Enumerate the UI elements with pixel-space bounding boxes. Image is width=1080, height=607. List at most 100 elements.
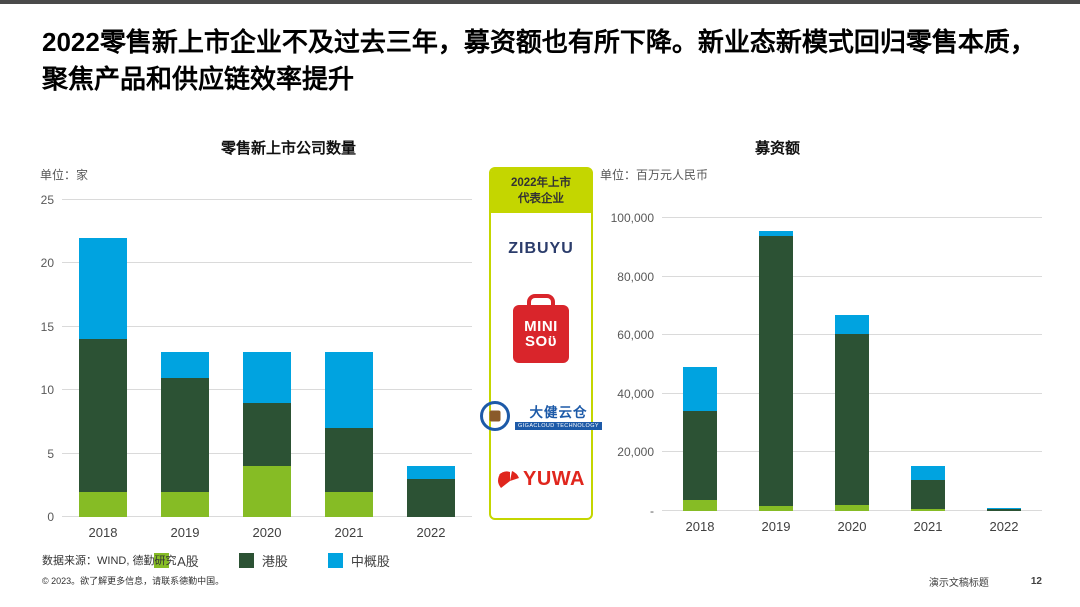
stacked-bar-2019: [161, 352, 209, 517]
x-axis-tick-label: 2018: [685, 519, 715, 534]
bar-segment-港股: [161, 377, 209, 492]
miniso-logo-line1: MINI: [524, 317, 558, 335]
gridline: [662, 275, 1042, 277]
y-axis-tick-label: 0: [47, 510, 54, 524]
x-axis-tick-label: 2020: [252, 525, 282, 540]
bar-segment-A股: [759, 505, 793, 511]
x-axis-tick-label: 2022: [989, 519, 1019, 534]
footer-right: 演示文稿标题 12: [929, 574, 1042, 589]
yuwa-logo-text: YUWA: [523, 468, 585, 491]
x-axis-tick-label: 2019: [170, 525, 200, 540]
bar-segment-港股: [325, 428, 373, 492]
bar-segment-A股: [79, 491, 127, 517]
bar-segment-中概股: [987, 507, 1021, 509]
bar-segment-中概股: [161, 352, 209, 378]
bar-segment-港股: [683, 411, 717, 500]
slide-top-border: [0, 0, 1080, 4]
bar-segment-港股: [243, 402, 291, 467]
copyright-note: © 2023。欲了解更多信息，请联系德勤中国。: [42, 576, 225, 586]
bar-segment-中概股: [759, 231, 793, 236]
stacked-bar-2020: [243, 352, 291, 517]
stacked-bar-2022: [407, 466, 455, 517]
bar-segment-港股: [835, 333, 869, 505]
slide-title: 2022零售新上市企业不及过去三年，募资额也有所下降。新业态新模式回归零售本质，…: [42, 27, 1036, 94]
y-axis-tick-label: 20,000: [617, 445, 654, 460]
gigacloud-logo-name: 大健云仓: [529, 405, 588, 421]
stacked-bar-2018: [683, 367, 717, 511]
y-axis-tick-label: 10: [40, 383, 54, 398]
zibuyu-logo: ZIBUYU: [508, 239, 574, 257]
y-axis-tick-label: 40,000: [617, 386, 654, 401]
chart-ipo-count-unit-label: 单位：家: [40, 168, 89, 182]
bar-segment-港股: [407, 478, 455, 517]
miniso-logo-line2: SOϋ: [525, 333, 557, 351]
gridline: [62, 325, 472, 327]
chart-fundraising: 募资额 单位：百万元人民币 - 20,000 40,000 60,000 80,000 1…: [600, 138, 1050, 534]
gigacloud-logo: 大健云仓 GIGACLOUD TECHNOLOGY: [480, 400, 602, 431]
bar-segment-A股: [835, 504, 869, 511]
y-axis-tick-label: 60,000: [617, 328, 654, 343]
yuwa-logo: YUWA: [497, 468, 585, 491]
bar-segment-中概股: [407, 466, 455, 479]
page-number: 12: [1030, 576, 1042, 587]
legend-swatch: [154, 553, 170, 568]
bar-segment-港股: [759, 235, 793, 506]
legend-item-中概股: 中概股: [327, 551, 390, 570]
bar-segment-港股: [79, 339, 127, 492]
chart-fundraising-plot-area: - 20,000 40,000 60,000 80,000 100,000 2018 2019…: [611, 212, 1042, 534]
y-axis-tick-label: -: [650, 504, 654, 518]
gridline: [62, 262, 472, 264]
legend-label: 中概股: [350, 554, 390, 569]
bar-segment-中概股: [683, 367, 717, 412]
legend-label: A股: [177, 554, 199, 569]
bar-segment-A股: [161, 491, 209, 517]
stacked-bar-2021: [325, 352, 373, 517]
legend-item-A股: A股: [154, 551, 199, 570]
company-logo-stack: ZIBUYU MINI SOϋ 大健云仓 GIGACLOUD TECHNOLOG…: [480, 213, 602, 518]
data-source-note: 数据来源：WIND, 德勤研究: [42, 555, 177, 567]
bar-segment-港股: [987, 508, 1021, 511]
bar-segment-中概股: [911, 466, 945, 480]
miniso-logo: MINI SOϋ: [513, 305, 569, 364]
stacked-bar-2021: [911, 466, 945, 511]
representative-companies-header-line2: 代表企业: [518, 192, 564, 205]
stacked-bar-2022: [987, 507, 1021, 511]
gridline: [62, 199, 472, 200]
chart-fundraising-unit-label: 单位：百万元人民币: [600, 168, 709, 182]
bar-segment-A股: [683, 499, 717, 511]
chart-fundraising-title: 募资额: [754, 140, 800, 157]
chart-ipo-count-plot-area: 0 5 10 15 20 25 2018 2019 2020 2021 2022: [41, 194, 472, 540]
doc-title-label: 演示文稿标题: [928, 578, 989, 589]
x-axis-tick-label: 2021: [334, 525, 364, 540]
stacked-bar-2018: [79, 238, 127, 517]
y-axis-tick-label: 15: [40, 319, 54, 334]
gigacloud-logo-subtext: GIGACLOUD TECHNOLOGY: [515, 422, 602, 431]
y-axis-tick-label: 5: [47, 446, 54, 461]
chart-ipo-count: 零售新上市公司数量 单位：家 0 5 10 15 20 25 2018 2019 2020 202…: [40, 138, 482, 570]
representative-companies-header-line1: 2022年上市: [510, 177, 572, 189]
x-axis-tick-label: 2022: [416, 525, 446, 540]
bar-segment-中概股: [243, 352, 291, 403]
x-axis-tick-label: 2019: [761, 519, 791, 534]
bar-segment-中概股: [325, 352, 373, 429]
chart-legend: A股 港股 中概股: [62, 551, 482, 570]
representative-companies-header: 2022年上市 代表企业: [491, 169, 591, 214]
chart-ipo-count-title: 零售新上市公司数量: [220, 140, 356, 157]
legend-swatch: [327, 553, 343, 568]
bar-segment-A股: [243, 466, 291, 517]
gigacloud-ring-icon: [480, 400, 511, 431]
yuwa-fan-icon: [498, 470, 519, 488]
y-axis-tick-label: 80,000: [617, 269, 654, 284]
bar-segment-A股: [911, 508, 945, 511]
representative-companies-panel: 2022年上市 代表企业 ZIBUYU MINI SOϋ 大健云仓 GIGACL…: [480, 167, 602, 520]
bar-segment-港股: [911, 479, 945, 509]
legend-item-港股: 港股: [238, 551, 288, 570]
y-axis-tick-label: 100,000: [610, 211, 654, 225]
stacked-bar-2019: [759, 231, 793, 511]
y-axis-tick-label: 20: [40, 256, 54, 271]
x-axis-tick-label: 2021: [913, 519, 943, 534]
x-axis-tick-label: 2020: [837, 519, 867, 534]
bar-segment-中概股: [79, 238, 127, 340]
x-axis-tick-label: 2018: [88, 525, 118, 540]
